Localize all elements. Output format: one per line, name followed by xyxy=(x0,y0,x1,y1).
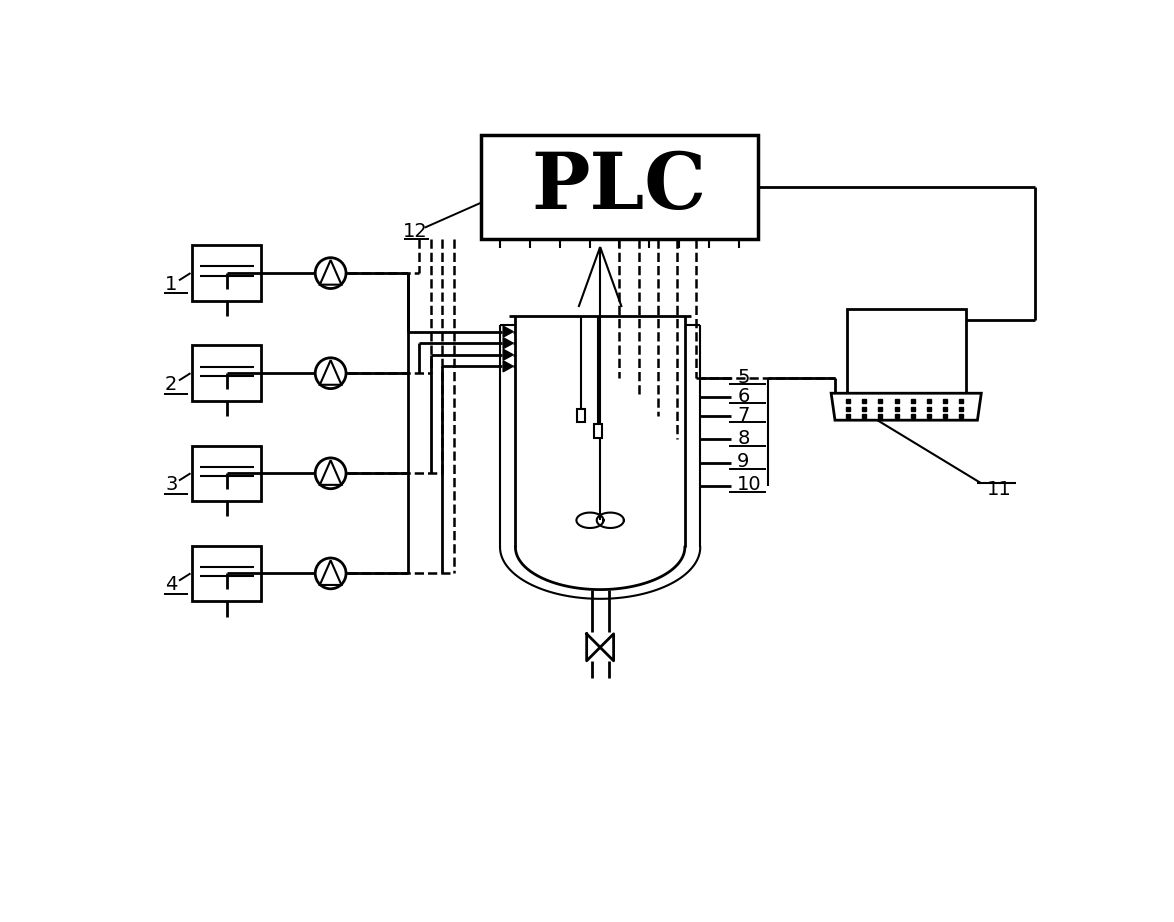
Polygon shape xyxy=(319,361,342,384)
Bar xyxy=(576,408,585,422)
Circle shape xyxy=(316,458,346,489)
Text: PLC: PLC xyxy=(532,149,707,225)
Polygon shape xyxy=(504,361,513,372)
Text: 9: 9 xyxy=(737,453,749,471)
Polygon shape xyxy=(831,393,981,420)
Text: 7: 7 xyxy=(737,406,749,425)
Bar xyxy=(193,546,262,601)
Circle shape xyxy=(316,258,346,289)
Text: 5: 5 xyxy=(737,368,750,386)
Bar xyxy=(193,346,262,401)
Text: 6: 6 xyxy=(737,387,749,406)
Text: 4: 4 xyxy=(166,575,177,594)
Polygon shape xyxy=(504,349,513,361)
Polygon shape xyxy=(504,326,513,337)
Text: 2: 2 xyxy=(166,375,177,394)
Bar xyxy=(193,245,262,301)
Text: 1: 1 xyxy=(166,275,177,294)
Circle shape xyxy=(316,558,346,589)
Text: 11: 11 xyxy=(986,480,1012,499)
Text: 8: 8 xyxy=(737,429,749,448)
Polygon shape xyxy=(319,460,342,485)
Bar xyxy=(193,445,262,501)
Text: 10: 10 xyxy=(737,476,762,494)
Text: 3: 3 xyxy=(166,475,177,494)
Bar xyxy=(481,136,758,239)
Polygon shape xyxy=(319,561,342,585)
Bar xyxy=(594,424,602,438)
Text: 12: 12 xyxy=(403,222,427,241)
Bar xyxy=(846,309,966,393)
Polygon shape xyxy=(504,337,513,349)
Circle shape xyxy=(316,358,346,388)
Polygon shape xyxy=(319,260,342,285)
